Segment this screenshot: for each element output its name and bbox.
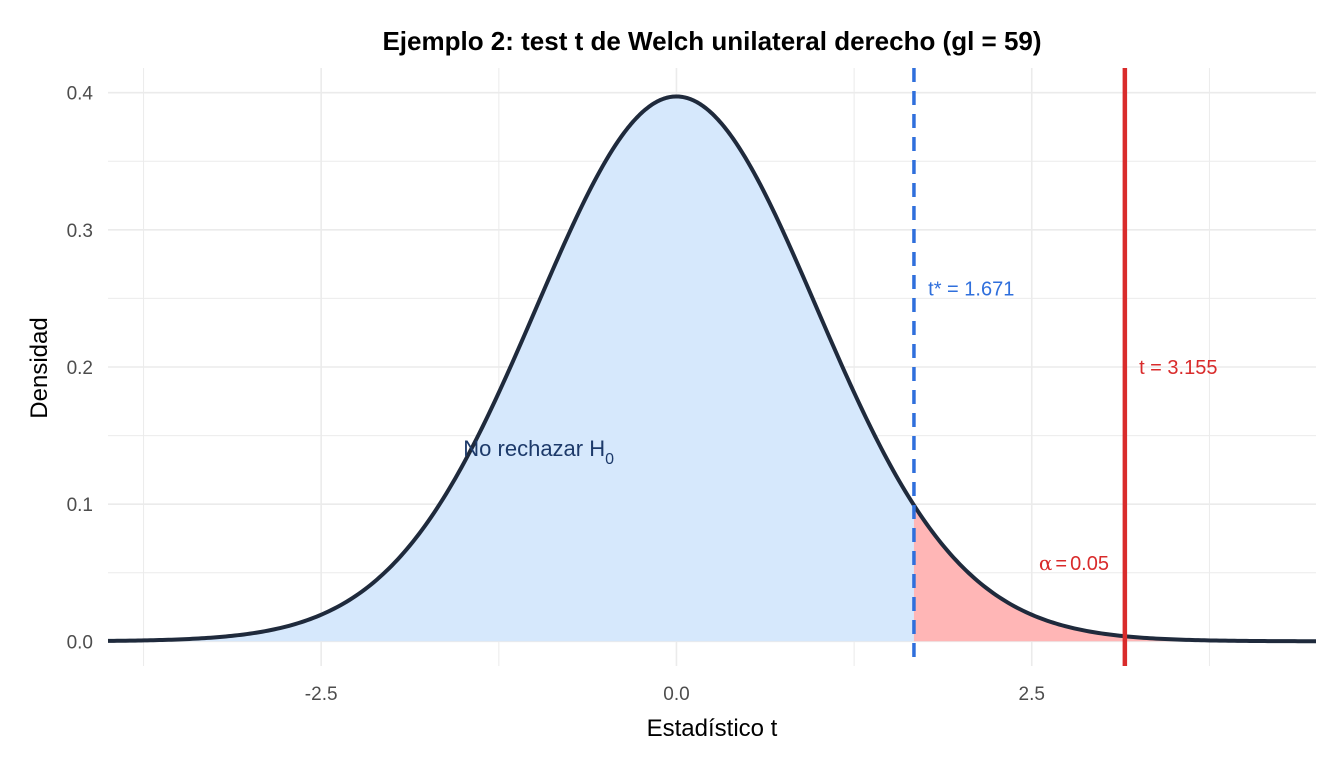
alpha-label: α = 0.05 <box>1039 551 1109 575</box>
no-reject-text: No rechazar H <box>463 436 605 461</box>
y-axis-title: Densidad <box>26 317 53 418</box>
x-tick-label: -2.5 <box>305 684 338 705</box>
x-tick-label: 0.0 <box>663 684 689 705</box>
alpha-symbol: α <box>1039 551 1053 575</box>
tick-labels: -2.5 0.0 2.5 0.0 0.1 0.2 0.3 0.4 <box>67 84 1045 705</box>
alpha-value: 0.05 <box>1070 553 1109 575</box>
critical-value-label: t* = 1.671 <box>928 279 1014 301</box>
y-tick-label: 0.2 <box>67 358 93 379</box>
y-tick-label: 0.1 <box>67 495 93 516</box>
no-reject-label: No rechazar H0 <box>463 436 614 468</box>
no-reject-subscript: 0 <box>605 451 614 468</box>
y-tick-label: 0.4 <box>67 84 94 105</box>
y-tick-label: 0.3 <box>67 221 93 242</box>
y-tick-label: 0.0 <box>67 632 93 653</box>
x-tick-label: 2.5 <box>1019 684 1045 705</box>
density-curve <box>107 94 1316 644</box>
curve-layer <box>107 94 1316 644</box>
x-axis-title: Estadístico t <box>647 715 778 742</box>
observed-value-label: t = 3.155 <box>1139 357 1217 379</box>
alpha-equals: = <box>1055 553 1067 575</box>
chart-title: Ejemplo 2: test t de Welch unilateral de… <box>382 26 1041 56</box>
area-layer <box>108 96 1316 642</box>
reject-region <box>913 505 1316 642</box>
reference-lines <box>912 68 1128 666</box>
